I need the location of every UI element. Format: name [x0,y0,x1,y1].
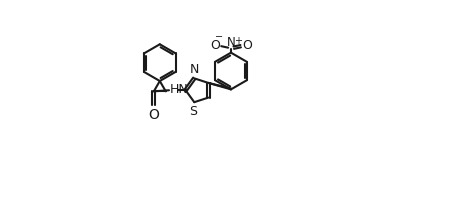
Text: N: N [189,63,199,76]
Text: O: O [241,39,251,52]
Text: S: S [189,105,197,118]
Text: −: − [214,32,223,43]
Text: N: N [226,36,235,49]
Text: HN: HN [170,83,188,96]
Text: +: + [233,36,241,46]
Text: O: O [210,39,220,52]
Text: O: O [148,108,159,122]
